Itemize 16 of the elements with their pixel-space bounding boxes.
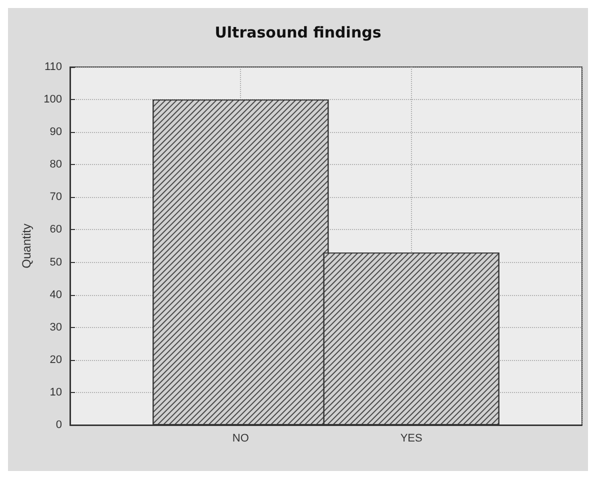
y-tick-label: 0 [56,419,62,431]
y-tick-label: 30 [50,321,62,334]
x-tick-label: NO [232,432,250,444]
y-axis-title: Quantity [20,224,34,268]
y-tick-label: 80 [50,158,62,171]
y-tick-label: 10 [50,386,62,398]
y-tick-label: 100 [44,94,62,106]
y-tick-label: 20 [50,354,62,366]
y-tick-label: 60 [50,224,62,236]
y-tick-label: 70 [50,191,62,204]
chart-title: Ultrasound findings [214,24,382,42]
y-tick-label: 90 [50,126,62,138]
y-tick-label: 40 [50,288,62,301]
x-tick-label: YES [400,432,422,444]
y-tick-label: 50 [50,256,62,268]
y-tick-label: 110 [44,61,62,73]
